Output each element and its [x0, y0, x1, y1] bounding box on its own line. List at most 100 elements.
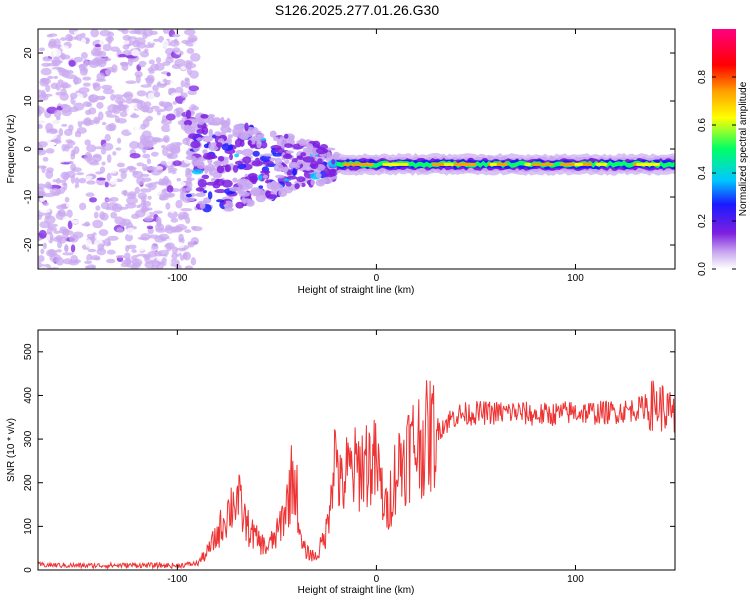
spectrogram-noise-blob — [151, 264, 159, 269]
spectrogram-noise-blob — [46, 33, 53, 38]
spectrogram-noise-blob — [154, 108, 166, 113]
spectrogram-noise-blob — [59, 92, 69, 101]
spectrogram-noise-blob — [85, 239, 93, 248]
spectrogram-transition-blob — [204, 166, 216, 171]
spectrogram-noise-blob — [57, 79, 64, 84]
spectrogram-noise-blob — [50, 82, 59, 89]
spectrogram-noise-blob — [56, 204, 68, 210]
spectrogram-ytick-label: -10 — [23, 189, 34, 204]
spectrogram-noise-blob — [112, 151, 117, 156]
spectrogram-noise-blob — [41, 91, 47, 99]
colorbar-label: Normalized spectral amplitude — [738, 81, 749, 216]
spectrogram-y-label: Frequency (Hz) — [6, 115, 17, 184]
spectrogram-noise-blob — [101, 122, 107, 126]
spectrogram-noise-blob — [145, 76, 154, 86]
spectrogram-noise-blob — [185, 136, 191, 146]
spectrogram-transition-blob — [216, 165, 225, 174]
spectrogram-noise-blob — [102, 142, 114, 151]
spectrogram-noise-blob — [174, 181, 186, 187]
spectrogram-noise-blob — [170, 217, 179, 223]
spectrogram-noise-blob — [185, 61, 192, 70]
spectrogram-noise-blob — [186, 177, 195, 181]
spectrogram-noise-blob — [145, 207, 153, 211]
spectrogram-noise-blob — [154, 187, 162, 196]
spectrogram-noise-blob — [92, 219, 104, 229]
spectrogram-transition-blob — [213, 180, 219, 184]
spectrogram-noise-blob — [66, 201, 72, 208]
spectrogram-transition-blob — [296, 176, 306, 183]
spectrogram-ytick-label: 0 — [23, 146, 34, 152]
spectrogram-noise-blob — [116, 162, 126, 168]
spectrogram-transition-blob — [265, 190, 271, 198]
snr-frame — [37, 329, 676, 571]
spectrogram-noise-blob — [96, 177, 106, 181]
spectrogram-noise-blob — [140, 84, 152, 88]
spectrogram-noise-blob — [74, 114, 86, 122]
spectrogram-noise-blob — [90, 255, 101, 261]
spectrogram-noise-blob — [156, 111, 161, 116]
snr-ytick-label: 500 — [23, 343, 34, 360]
spectrogram-noise-blob — [72, 77, 82, 85]
spectrogram-transition-blob — [224, 164, 232, 173]
spectrogram-noise-blob — [38, 255, 45, 263]
spectrogram-transition-blob — [240, 178, 251, 187]
spectrogram-noise-blob — [106, 114, 118, 118]
spectrogram-noise-blob — [154, 235, 166, 243]
spectrogram-transition-blob — [229, 186, 241, 192]
spectrogram-noise-blob — [129, 141, 140, 150]
spectrogram-xtick-label: -100 — [167, 273, 187, 284]
spectrogram-noise-blob — [166, 185, 174, 193]
spectrogram-noise-blob — [162, 135, 170, 143]
spectrogram-noise-blob — [93, 188, 104, 196]
spectrogram-noise-blob — [110, 266, 121, 269]
spectrogram-noise-blob — [171, 246, 178, 254]
spectrogram-ytick-label: 10 — [23, 95, 34, 107]
spectrogram-noise-blob — [138, 239, 150, 249]
spectrogram-noise-blob — [142, 111, 149, 118]
spectrogram-noise-blob — [99, 166, 106, 174]
spectrogram-transition-blob — [257, 174, 263, 181]
spectrogram-transition-blob — [260, 141, 268, 149]
spectrogram-transition-blob — [234, 153, 240, 158]
spectrogram-noise-blob — [101, 84, 113, 90]
spectrogram-noise-blob — [80, 32, 86, 38]
spectrogram-transition-blob — [262, 153, 274, 157]
spectrogram-transition-blob — [329, 169, 339, 173]
spectrogram-transition-blob — [239, 139, 245, 147]
spectrogram-noise-blob — [90, 29, 99, 38]
snr-xtick-label: -100 — [167, 574, 187, 585]
snr-panel: -100 0 100 0 100 200 300 400 500 Height of strai… — [6, 329, 676, 596]
spectrogram-transition-blob — [216, 142, 223, 148]
spectrogram-noise-blob — [104, 133, 111, 142]
spectrogram-noise-blob — [143, 29, 154, 37]
spectrogram-noise-blob — [165, 113, 176, 121]
spectrogram-noise-blob — [93, 116, 101, 125]
spectrogram-noise-blob — [155, 48, 161, 54]
spectrogram-noise-blob — [70, 244, 76, 253]
spectrogram-noise-blob — [73, 56, 84, 63]
spectrogram-noise-blob — [176, 141, 181, 150]
spectrogram-noise-blob — [178, 233, 184, 242]
spectrogram-noise-blob — [63, 172, 69, 181]
spectrogram-noise-blob — [73, 30, 81, 35]
spectrogram-noise-blob — [76, 127, 87, 134]
spectrogram-noise-blob — [49, 253, 61, 263]
spectrogram-noise-blob — [170, 226, 181, 233]
spectrogram-noise-blob — [42, 242, 47, 250]
spectrogram-noise-blob — [179, 34, 189, 42]
spectrogram-noise-blob — [88, 60, 94, 64]
spectrogram-noise-blob — [124, 233, 133, 242]
spectrogram-noise-blob — [129, 152, 141, 159]
spectrogram-noise-blob — [115, 147, 122, 151]
spectrogram-noise-blob — [143, 216, 153, 222]
spectrogram-transition-blob — [317, 179, 328, 183]
spectrogram-transition-blob — [260, 170, 271, 174]
spectrogram-noise-blob — [169, 79, 180, 88]
snr-xtick-label: 0 — [374, 574, 380, 585]
spectrogram-noise-blob — [126, 227, 135, 236]
spectrogram-noise-blob — [175, 109, 181, 118]
spectrogram-noise-blob — [107, 241, 112, 246]
spectrogram-noise-blob — [117, 29, 127, 32]
